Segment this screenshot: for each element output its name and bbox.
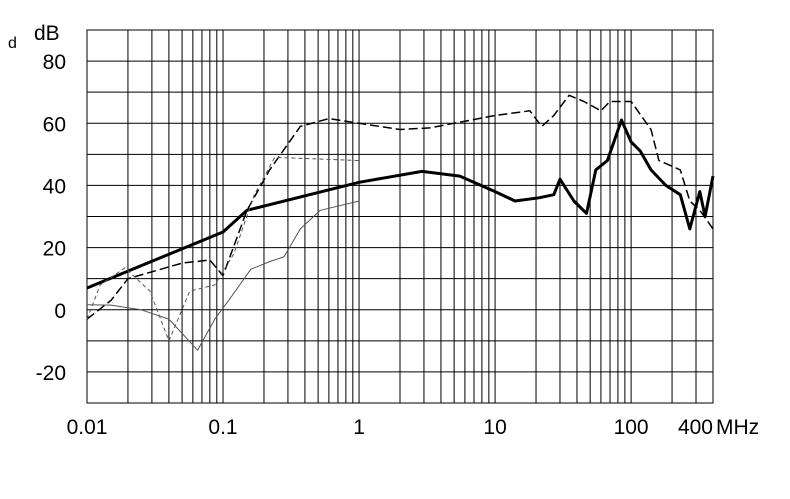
x-tick-label: 0.1: [208, 416, 237, 439]
x-tick-label: 1: [353, 416, 365, 439]
x-tick-label: 10: [483, 416, 506, 439]
series-line: [86, 156, 360, 342]
x-axis-label: MHz: [716, 416, 759, 439]
series-line: [86, 94, 714, 320]
series-line: [86, 118, 715, 290]
x-tick-label: 100: [614, 416, 649, 439]
y-tick-label: 60: [43, 113, 66, 136]
y-tick-label: 0: [54, 300, 66, 323]
y-tick-label: 80: [43, 51, 66, 74]
y-tick-label: 20: [43, 238, 66, 261]
series-line: [86, 200, 360, 351]
y-axis-label: dB: [34, 22, 60, 45]
y-tick-label: -20: [36, 362, 66, 385]
y-tick-label: 40: [43, 175, 66, 198]
x-tick-label: 0.01: [67, 416, 108, 439]
corner-text: d: [8, 35, 17, 52]
x-tick-label: 400: [678, 416, 713, 439]
plot-frame: [86, 29, 714, 404]
